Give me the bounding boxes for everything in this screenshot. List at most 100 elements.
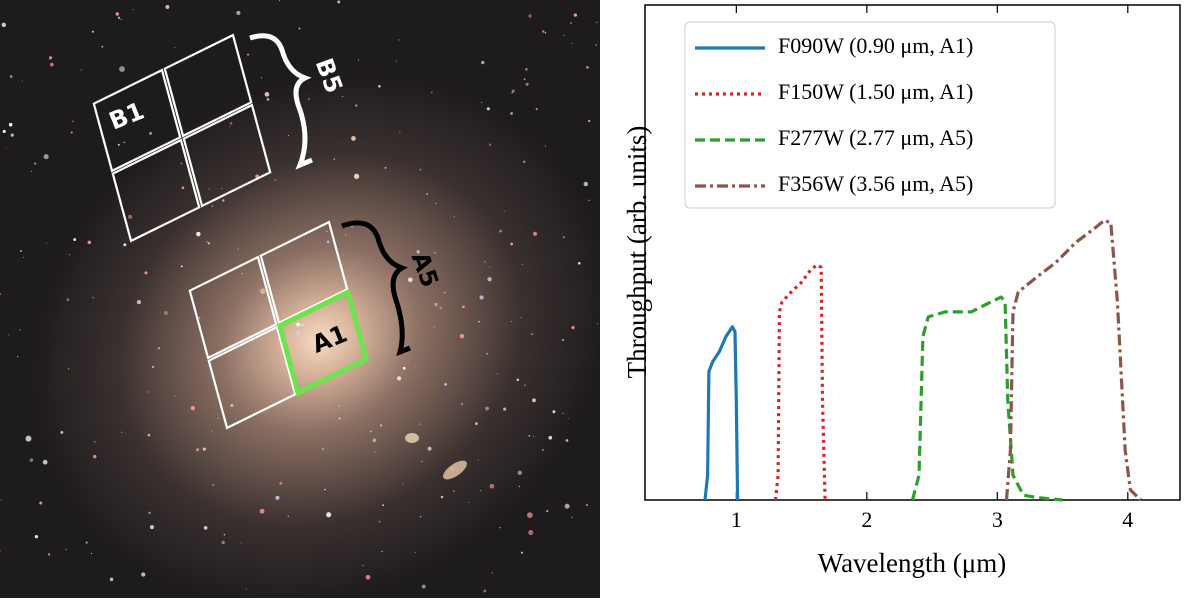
star — [48, 59, 50, 61]
galaxy-image: B1 B5 A5 A1 — [0, 0, 600, 598]
star — [70, 131, 73, 134]
star — [407, 277, 413, 283]
star — [181, 186, 185, 190]
star — [344, 234, 347, 236]
star — [136, 300, 142, 305]
star — [532, 231, 538, 236]
star — [435, 202, 437, 204]
cell — [209, 327, 295, 428]
star — [595, 44, 598, 46]
star — [511, 89, 515, 93]
star — [596, 323, 599, 325]
star — [382, 504, 384, 507]
star — [459, 333, 465, 339]
star — [381, 550, 383, 552]
star — [571, 325, 575, 330]
star — [588, 199, 590, 202]
star — [528, 435, 531, 437]
star — [308, 98, 310, 100]
star — [573, 13, 577, 17]
star — [353, 173, 360, 179]
star — [46, 242, 48, 244]
star — [73, 238, 77, 241]
star — [518, 485, 521, 488]
star — [101, 45, 104, 48]
brace-b5 — [249, 33, 313, 170]
grid-b — [94, 35, 270, 241]
star — [198, 317, 201, 319]
star — [421, 584, 426, 589]
star — [23, 256, 25, 258]
star — [434, 302, 438, 307]
star — [144, 271, 148, 275]
legend-label: F277W (2.77 μm, A5) — [778, 125, 973, 150]
star — [565, 439, 569, 442]
y-axis-label: Throughput (arb. units) — [622, 126, 652, 379]
star — [229, 126, 231, 128]
star — [326, 240, 330, 243]
star — [583, 181, 589, 187]
star — [279, 481, 283, 485]
star — [527, 512, 533, 518]
line — [1004, 218, 1142, 502]
x-tick-label: 1 — [731, 507, 742, 532]
star — [296, 322, 301, 327]
star — [533, 436, 535, 438]
star — [296, 330, 301, 336]
star — [25, 435, 32, 442]
star — [571, 516, 573, 518]
grid-a — [190, 222, 366, 428]
star — [521, 263, 524, 266]
star — [486, 107, 490, 111]
star — [510, 321, 512, 323]
star — [402, 483, 404, 485]
star — [260, 288, 266, 295]
star — [308, 375, 311, 377]
star — [516, 378, 520, 382]
star — [365, 574, 371, 580]
star — [370, 430, 372, 433]
star — [132, 8, 134, 10]
star — [342, 96, 344, 98]
star — [120, 431, 123, 433]
star — [531, 333, 534, 336]
star — [326, 512, 332, 518]
star — [546, 509, 549, 513]
star — [499, 229, 502, 233]
cell — [261, 222, 347, 323]
star — [180, 162, 183, 165]
star — [528, 14, 532, 18]
star — [402, 366, 406, 370]
star — [109, 577, 114, 582]
star — [520, 316, 522, 319]
cell — [113, 140, 199, 241]
cell — [165, 35, 251, 136]
star — [117, 16, 121, 19]
star — [517, 470, 522, 475]
star — [141, 572, 146, 577]
star — [202, 447, 206, 451]
legend-label: F356W (3.56 μm, A5) — [778, 171, 973, 196]
companion-galaxy — [405, 433, 419, 443]
star — [223, 534, 226, 536]
x-axis-label: Wavelength (μm) — [818, 548, 1007, 578]
star — [120, 18, 122, 21]
cell — [94, 70, 180, 171]
star — [241, 272, 243, 275]
star — [399, 131, 401, 134]
star — [384, 166, 387, 169]
star — [230, 403, 234, 408]
star — [474, 422, 478, 426]
star — [564, 503, 570, 509]
star — [431, 91, 433, 94]
star — [355, 104, 358, 107]
star — [522, 160, 526, 164]
star — [443, 291, 446, 294]
star — [419, 516, 422, 518]
chart: Throughput (arb. units) Wavelength (μm) … — [622, 4, 1181, 578]
star — [211, 205, 214, 207]
star — [433, 326, 435, 328]
star — [301, 323, 304, 327]
star — [525, 82, 529, 86]
